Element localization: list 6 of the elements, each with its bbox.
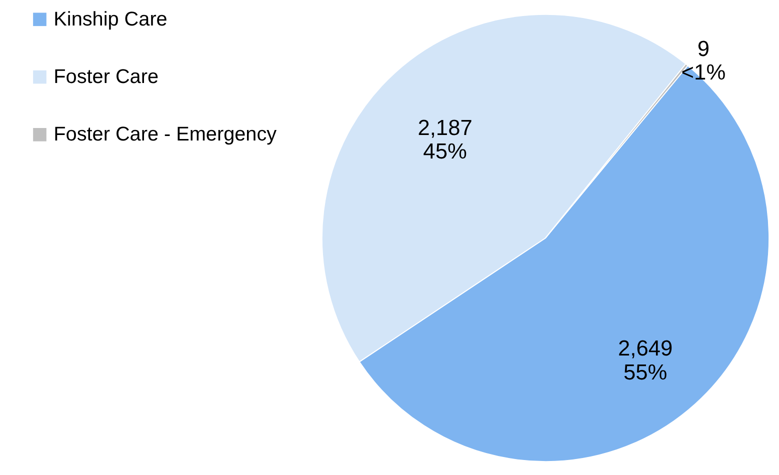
legend-label: Kinship Care (54, 8, 168, 30)
data-label: 2,649 55% (618, 336, 673, 384)
legend-label: Foster Care - Emergency (54, 124, 277, 146)
data-label: 9 <1% (681, 36, 726, 85)
legend-label: Foster Care (54, 66, 158, 88)
data-label: 2,187 45% (418, 114, 472, 164)
